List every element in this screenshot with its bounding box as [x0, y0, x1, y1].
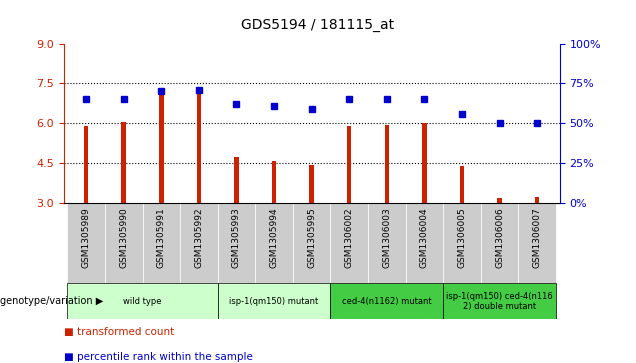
Bar	[518, 203, 556, 283]
Text: GSM1305995: GSM1305995	[307, 207, 316, 268]
Text: GSM1305990: GSM1305990	[119, 207, 128, 268]
Bar	[309, 165, 314, 203]
Bar	[331, 203, 368, 283]
Bar	[121, 122, 126, 203]
Bar	[497, 198, 502, 203]
Bar	[67, 203, 105, 283]
Text: GSM1305992: GSM1305992	[195, 207, 204, 268]
Text: GSM1306007: GSM1306007	[532, 207, 542, 268]
Text: GSM1306005: GSM1306005	[457, 207, 466, 268]
Bar	[255, 203, 293, 283]
Bar	[218, 283, 331, 319]
Text: GSM1306004: GSM1306004	[420, 207, 429, 268]
Bar	[443, 283, 556, 319]
Bar	[422, 123, 427, 203]
Text: GSM1305993: GSM1305993	[232, 207, 241, 268]
Text: genotype/variation ▶: genotype/variation ▶	[0, 296, 103, 306]
Bar	[67, 283, 218, 319]
Bar	[197, 87, 201, 203]
Text: ■ transformed count: ■ transformed count	[64, 327, 174, 337]
Text: isp-1(qm150) ced-4(n116
2) double mutant: isp-1(qm150) ced-4(n116 2) double mutant	[446, 291, 553, 311]
Bar	[105, 203, 142, 283]
Text: ■ percentile rank within the sample: ■ percentile rank within the sample	[64, 352, 252, 362]
Bar	[385, 125, 389, 203]
Bar	[84, 126, 88, 203]
Bar	[460, 166, 464, 203]
Bar	[293, 203, 331, 283]
Text: isp-1(qm150) mutant: isp-1(qm150) mutant	[230, 297, 319, 306]
Bar	[331, 283, 443, 319]
Text: GSM1305994: GSM1305994	[270, 207, 279, 268]
Text: wild type: wild type	[123, 297, 162, 306]
Text: GDS5194 / 181115_at: GDS5194 / 181115_at	[242, 18, 394, 32]
Bar	[481, 203, 518, 283]
Bar	[180, 203, 218, 283]
Text: GSM1306006: GSM1306006	[495, 207, 504, 268]
Text: GSM1306002: GSM1306002	[345, 207, 354, 268]
Text: ced-4(n1162) mutant: ced-4(n1162) mutant	[342, 297, 432, 306]
Text: GSM1305989: GSM1305989	[81, 207, 91, 268]
Bar	[443, 203, 481, 283]
Bar	[142, 203, 180, 283]
Bar	[272, 161, 276, 203]
Bar	[218, 203, 255, 283]
Bar	[159, 89, 163, 203]
Bar	[347, 126, 352, 203]
Bar	[368, 203, 406, 283]
Text: GSM1305991: GSM1305991	[157, 207, 166, 268]
Bar	[234, 157, 238, 203]
Bar	[535, 197, 539, 203]
Bar	[406, 203, 443, 283]
Text: GSM1306003: GSM1306003	[382, 207, 391, 268]
